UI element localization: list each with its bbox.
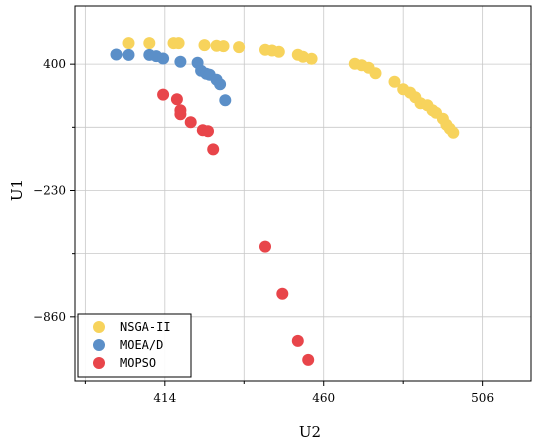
point-nsga-ii xyxy=(388,75,401,88)
point-nsga-ii xyxy=(198,39,211,52)
point-nsga-ii xyxy=(122,37,135,50)
plot-frame xyxy=(74,5,532,382)
data-points xyxy=(110,37,460,366)
point-moea-d xyxy=(219,94,232,107)
point-mopso xyxy=(170,93,183,106)
legend-marker-nsga-ii xyxy=(93,321,105,333)
legend-item-mopso: MOPSO xyxy=(93,356,156,370)
point-mopso xyxy=(174,108,187,121)
legend-label-nsga-ii: NSGA-II xyxy=(120,320,171,334)
point-mopso xyxy=(291,334,304,347)
x-tick-label: 414 xyxy=(153,391,176,405)
point-nsga-ii xyxy=(447,126,460,139)
legend-item-nsga-ii: NSGA-II xyxy=(93,320,171,334)
legend-item-moea-d: MOEA/D xyxy=(93,338,163,352)
legend-marker-moea-d xyxy=(93,339,105,351)
series-nsga-ii xyxy=(122,37,460,139)
point-nsga-ii xyxy=(272,45,285,58)
legend-label-mopso: MOPSO xyxy=(120,356,156,370)
point-nsga-ii xyxy=(233,41,246,54)
point-nsga-ii xyxy=(172,37,185,50)
point-mopso xyxy=(184,116,197,129)
point-moea-d xyxy=(174,55,187,68)
x-tick-label: 506 xyxy=(471,391,494,405)
point-nsga-ii xyxy=(369,67,382,80)
point-mopso xyxy=(259,240,271,253)
point-moea-d xyxy=(110,48,123,61)
tick-labels: 414 460 506 400 −230 −860 xyxy=(33,57,494,405)
point-mopso xyxy=(302,353,315,366)
y-axis-label: U1 xyxy=(8,179,26,201)
y-tick-label: −860 xyxy=(33,310,66,324)
point-mopso xyxy=(157,88,170,101)
point-mopso xyxy=(207,143,220,156)
legend-marker-mopso xyxy=(93,357,105,369)
series-moea-d xyxy=(110,48,232,107)
point-moea-d xyxy=(157,52,170,65)
series-mopso xyxy=(157,88,315,366)
x-tick-label: 460 xyxy=(312,391,335,405)
point-mopso xyxy=(202,125,214,138)
point-moea-d xyxy=(122,48,135,61)
point-nsga-ii xyxy=(143,37,156,50)
legend-label-moea-d: MOEA/D xyxy=(120,338,163,352)
y-tick-label: 400 xyxy=(43,57,66,71)
x-axis-label: U2 xyxy=(299,423,321,441)
point-mopso xyxy=(276,287,289,300)
point-nsga-ii xyxy=(305,52,318,65)
y-tick-label: −230 xyxy=(33,183,66,197)
point-nsga-ii xyxy=(217,40,230,53)
legend: NSGA-II MOEA/D MOPSO xyxy=(77,313,192,378)
point-moea-d xyxy=(214,78,227,91)
